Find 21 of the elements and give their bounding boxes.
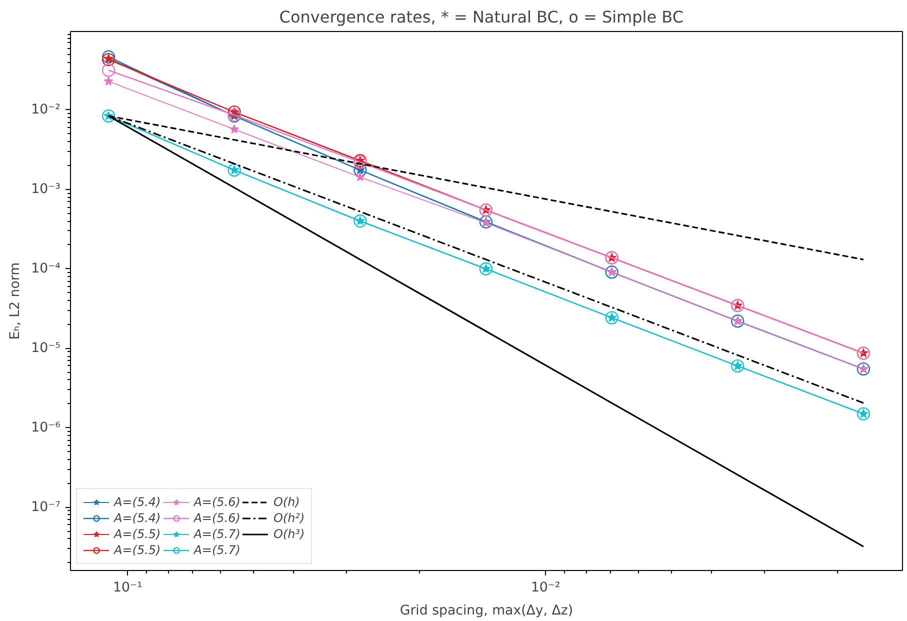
y-tick-label: 10⁻⁴ xyxy=(31,261,61,276)
legend-label: O(h) xyxy=(273,495,300,509)
y-axis-title: Eₕ, L2 norm xyxy=(8,262,24,340)
legend-label: A=(5.7) xyxy=(194,527,240,541)
chart-title: Convergence rates, * = Natural BC, o = Simple BC xyxy=(279,8,684,26)
legend-label: A=(5.4) xyxy=(114,495,161,509)
legend-label: A=(5.5) xyxy=(114,527,161,541)
legend-label: A=(5.6) xyxy=(194,495,240,509)
x-tick-label: 10⁻¹ xyxy=(112,580,142,596)
legend-label: O(h²) xyxy=(273,511,305,525)
legend-label: A=(5.6) xyxy=(194,511,240,525)
y-tick-label: 10⁻⁵ xyxy=(31,340,61,356)
legend-label: A=(5.5) xyxy=(114,543,161,557)
x-axis-title: Grid spacing, max(Δy, Δz) xyxy=(400,604,574,618)
y-tick-label: 10⁻² xyxy=(31,102,61,118)
legend-label: O(h³) xyxy=(273,527,305,541)
y-tick-label: 10⁻³ xyxy=(31,182,61,197)
legend-label: A=(5.4) xyxy=(114,511,161,525)
legend-label: A=(5.7) xyxy=(194,543,240,557)
y-tick-label: 10⁻⁷ xyxy=(31,500,61,515)
y-tick-label: 10⁻⁶ xyxy=(31,420,61,436)
